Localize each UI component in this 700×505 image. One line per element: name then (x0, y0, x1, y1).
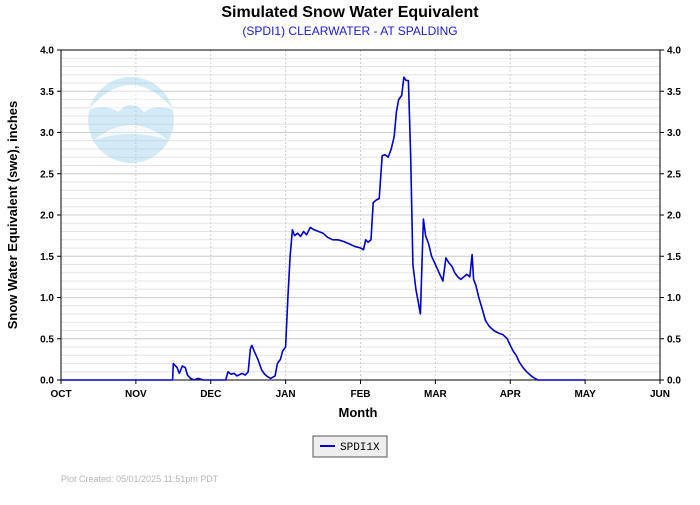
x-tick-label: NOV (125, 389, 147, 400)
y-tick-label-left: 1.0 (40, 293, 54, 304)
noaa-logo: NOAA (88, 77, 174, 163)
x-tick-label: MAY (574, 389, 596, 400)
legend-box (312, 435, 388, 458)
x-tick-label: JAN (276, 389, 296, 400)
x-tick-label: JUN (650, 389, 670, 400)
series-line-spdi1x (61, 76, 586, 381)
y-tick-label-right: 1.0 (667, 293, 681, 304)
y-tick-label-left: 3.0 (40, 128, 54, 139)
x-axis-label: Month (339, 405, 378, 420)
noaa-logo-text: NOAA (113, 92, 149, 106)
legend: SPDI1X (312, 435, 388, 458)
y-tick-labels-right: 0.0 0.5 1.0 1.5 2.0 2.5 3.0 3.5 4.0 (667, 46, 681, 387)
y-tick-label-left: 0.0 (40, 376, 54, 387)
y-tick-label-right: 1.5 (667, 252, 681, 263)
x-tick-label: MAR (424, 389, 448, 400)
y-tick-label-right: 0.0 (667, 376, 681, 387)
plot-created-footer: Plot Created: 05/01/2025 11:51pm PDT (61, 474, 219, 484)
x-tick-label: APR (500, 389, 522, 400)
y-tick-label-left: 2.5 (40, 169, 54, 180)
y-tick-label-right: 4.0 (667, 46, 681, 57)
y-axis-label: Snow Water Equivalent (swe), inches (5, 101, 20, 330)
y-tick-label-right: 3.0 (667, 128, 681, 139)
y-tick-label-right: 3.5 (667, 87, 681, 98)
noaa-logo-wave (94, 125, 168, 140)
y-tick-label-left: 0.5 (40, 334, 54, 345)
x-tick-labels: OCT NOV DEC JAN FEB MAR APR MAY JUN (50, 389, 670, 400)
y-tick-label-left: 2.0 (40, 211, 54, 222)
y-tick-label-right: 2.5 (667, 169, 681, 180)
y-tick-label-right: 0.5 (667, 334, 681, 345)
noaa-logo-circle (88, 77, 174, 163)
axis-ticks (57, 49, 664, 384)
series-layer (61, 76, 586, 381)
y-tick-label-left: 1.5 (40, 252, 54, 263)
x-tick-label: DEC (200, 389, 221, 400)
y-tick-label-right: 2.0 (667, 211, 681, 222)
chart-subtitle: (SPDI1) CLEARWATER - AT SPALDING (242, 24, 457, 38)
x-tick-label: OCT (50, 389, 71, 400)
y-tick-label-left: 3.5 (40, 87, 54, 98)
y-tick-labels-left: 0.0 0.5 1.0 1.5 2.0 2.5 3.0 3.5 4.0 (40, 46, 54, 387)
chart-title: Simulated Snow Water Equivalent (221, 4, 479, 21)
y-tick-label-left: 4.0 (40, 46, 54, 57)
legend-label: SPDI1X (340, 442, 380, 454)
x-tick-label: FEB (351, 389, 371, 400)
noaa-logo-bird (88, 85, 174, 112)
